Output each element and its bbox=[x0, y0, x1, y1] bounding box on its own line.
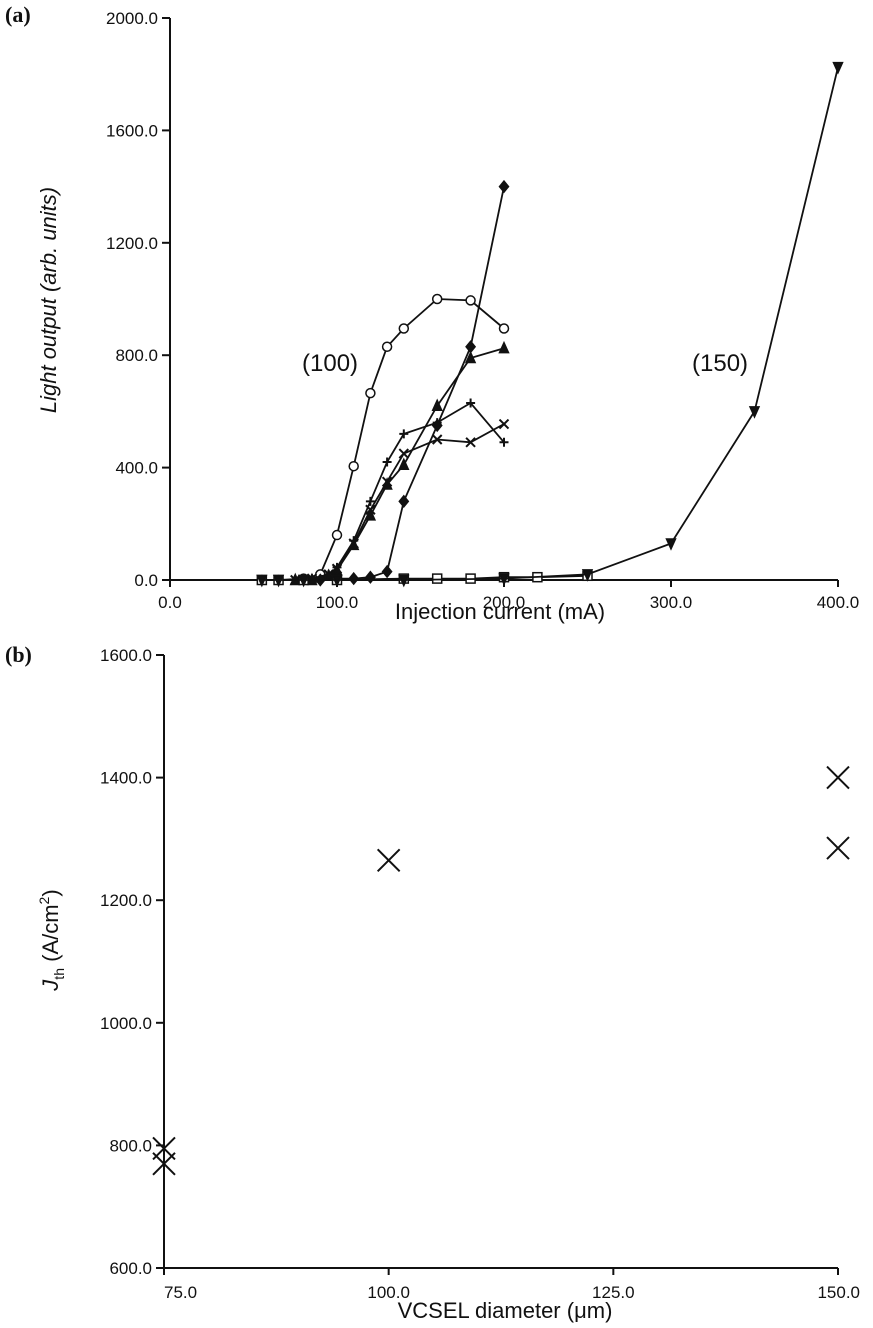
data-point bbox=[498, 573, 510, 586]
panel-a-series bbox=[256, 61, 844, 588]
series-diamond bbox=[314, 179, 510, 587]
x-tick-label: 125.0 bbox=[592, 1283, 635, 1302]
data-point bbox=[398, 323, 410, 334]
data-point bbox=[498, 340, 510, 354]
scatter-point bbox=[826, 836, 850, 860]
data-point bbox=[382, 457, 392, 467]
y-tick-label: 1400.0 bbox=[100, 769, 152, 788]
y-tick-label: 0.0 bbox=[134, 571, 158, 590]
data-point bbox=[381, 341, 393, 353]
y-title-close: ) bbox=[38, 889, 63, 896]
panel-b-x-axis-title: VCSEL diameter (μm) bbox=[398, 1298, 613, 1323]
data-point bbox=[498, 418, 510, 430]
y-tick-label: 1200.0 bbox=[106, 234, 158, 253]
series-triangle bbox=[289, 340, 510, 586]
data-point bbox=[381, 564, 393, 579]
data-point bbox=[499, 437, 509, 447]
data-point bbox=[398, 574, 410, 588]
data-point bbox=[331, 574, 343, 588]
y-tick-label: 1600.0 bbox=[100, 646, 152, 665]
x-tick-label: 150.0 bbox=[817, 1283, 860, 1302]
data-point bbox=[465, 340, 477, 354]
data-point bbox=[365, 387, 376, 399]
panel-b-y-ticks: 600.0 800.0 1000.0 1200.0 1400.0 1600.0 bbox=[100, 646, 164, 1278]
data-point bbox=[348, 537, 360, 551]
data-point bbox=[498, 179, 510, 194]
x-tick-label: 75.0 bbox=[164, 1283, 197, 1302]
panel-a-label: (a) bbox=[5, 2, 31, 27]
y-title-main: J bbox=[38, 979, 63, 992]
series-circle bbox=[256, 293, 510, 586]
data-point bbox=[331, 529, 343, 541]
x-tick-label: 200.0 bbox=[483, 593, 526, 612]
panel-b: (b) 600.0 800.0 1000.0 1200.0 1400.0 1600.0 7… bbox=[5, 642, 860, 1323]
panel-a-y-ticks: 0.0 400.0 800.0 1200.0 1600.0 2000.0 bbox=[106, 9, 170, 590]
data-point bbox=[364, 508, 377, 521]
y-tick-label: 800.0 bbox=[115, 346, 158, 365]
data-point bbox=[748, 406, 761, 419]
series-triangle-down bbox=[256, 61, 844, 588]
data-point bbox=[832, 61, 844, 75]
data-point bbox=[465, 295, 476, 306]
data-point bbox=[466, 398, 476, 408]
data-point bbox=[365, 496, 375, 506]
x-tick-label: 300.0 bbox=[650, 593, 693, 612]
series-line bbox=[295, 347, 505, 581]
data-point bbox=[398, 457, 410, 471]
panel-b-x-ticks: 75.0 100.0 125.0 150.0 bbox=[163, 1268, 860, 1302]
data-point bbox=[398, 448, 410, 459]
data-point bbox=[364, 570, 376, 584]
y-tick-label: 1200.0 bbox=[100, 891, 152, 910]
x-tick-label: 0.0 bbox=[158, 593, 182, 612]
panel-b-label: (b) bbox=[5, 642, 32, 667]
y-tick-label: 600.0 bbox=[109, 1259, 152, 1278]
data-point bbox=[348, 460, 359, 472]
x-tick-label: 400.0 bbox=[817, 593, 860, 612]
y-tick-label: 2000.0 bbox=[106, 9, 158, 28]
data-point bbox=[297, 574, 310, 588]
data-point bbox=[431, 293, 443, 305]
data-point bbox=[581, 569, 594, 582]
y-tick-label: 400.0 bbox=[115, 459, 158, 478]
x-tick-label: 100.0 bbox=[316, 593, 359, 612]
y-title-rest: (A/cm bbox=[38, 904, 63, 968]
y-tick-label: 800.0 bbox=[109, 1136, 152, 1155]
series-plus bbox=[290, 398, 509, 585]
x-tick-label: 100.0 bbox=[367, 1283, 410, 1302]
series-line bbox=[320, 186, 505, 581]
y-tick-label: 1000.0 bbox=[100, 1014, 152, 1033]
y-title-sub: th bbox=[51, 968, 67, 980]
panel-b-points bbox=[152, 765, 850, 1176]
data-point bbox=[431, 418, 443, 433]
scatter-point bbox=[152, 1152, 176, 1176]
panel-a-x-axis-title: Injection current (mA) bbox=[395, 599, 605, 624]
data-point bbox=[398, 494, 410, 509]
data-point bbox=[431, 434, 443, 445]
data-point bbox=[381, 477, 393, 490]
panel-a-y-axis-title: Light output (arb. units) bbox=[36, 187, 61, 413]
y-tick-label: 1600.0 bbox=[106, 121, 158, 140]
series-line bbox=[295, 401, 505, 581]
series-line bbox=[261, 66, 839, 581]
data-point bbox=[348, 571, 360, 586]
panel-a: (a) 0.0 400.0 800.0 1200.0 1600.0 2000.0 0.0 1… bbox=[5, 2, 859, 624]
annotation-150: (150) bbox=[692, 350, 748, 377]
data-point bbox=[465, 437, 476, 448]
data-point bbox=[665, 538, 677, 551]
data-point bbox=[256, 574, 268, 588]
scatter-point bbox=[826, 765, 850, 790]
scatter-point bbox=[376, 848, 401, 873]
data-point bbox=[272, 574, 285, 588]
data-point bbox=[399, 429, 409, 439]
data-point bbox=[498, 323, 510, 334]
y-title-sup: 2 bbox=[36, 896, 52, 904]
annotation-100: (100) bbox=[302, 350, 358, 377]
data-point bbox=[464, 350, 477, 364]
panel-b-y-axis-title: Jth (A/cm2) bbox=[36, 889, 67, 991]
data-point bbox=[431, 398, 443, 412]
